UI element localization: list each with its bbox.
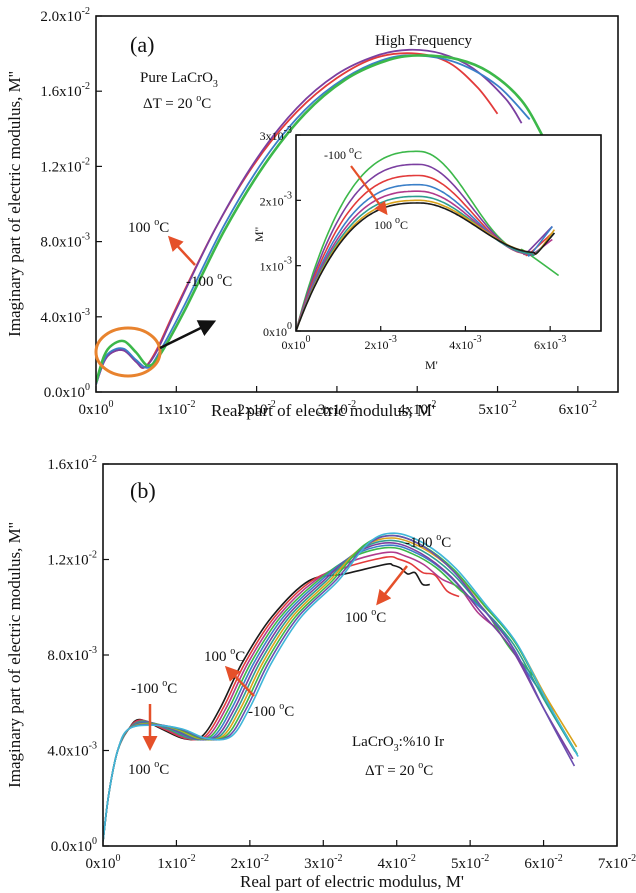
- panel-a-ticks: 0x100 1x10-2 2x10-2 3x10-2 4x10-2 5x10-2 6x10-…: [40, 6, 597, 418]
- x-tick-label: 6x10-2: [524, 853, 562, 872]
- x-tick-label: 3x10-2: [318, 399, 356, 418]
- x-tick-label: 3x10-2: [304, 853, 342, 872]
- inset-y-title: M'': [252, 227, 266, 242]
- x-tick-label: 4x10-2: [378, 853, 416, 872]
- x-tick-label: 2x10-2: [237, 399, 275, 418]
- panel-a-label: (a): [130, 32, 154, 57]
- panel-b-mid-temp-high: 100 oC: [204, 646, 245, 665]
- y-tick-label: 0.0x100: [51, 836, 97, 855]
- panel-a-series: [96, 48, 592, 385]
- panel-b-label: (b): [130, 478, 156, 503]
- inset-series-line: [296, 150, 560, 331]
- panel-b-series-line: [103, 562, 430, 842]
- panel-b-sample-label: LaCrO3:%10 Ir: [352, 734, 444, 754]
- panel-b-x-title: Real part of electric modulus, M': [240, 872, 464, 891]
- inset-pointer-arrow: [159, 320, 217, 350]
- panel-a-y-title: Imaginary part of electric modulus, M'': [5, 71, 24, 337]
- x-tick-label: 1x10-2: [157, 853, 195, 872]
- x-tick-label: 1x10-2: [157, 399, 195, 418]
- x-tick-label: 4x10-3: [449, 334, 481, 352]
- low-frequency-highlight: [94, 326, 162, 378]
- y-tick-label: 4.0x10-3: [47, 741, 97, 760]
- panel-a-sample-label: Pure LaCrO3: [140, 70, 218, 90]
- inset-temp-low: -100 oC: [324, 145, 362, 162]
- y-tick-label: 3x10-3: [260, 125, 292, 143]
- panel-b-peak-temp-high: 100 oC: [345, 607, 386, 626]
- panel-b-small-temp-low: -100 oC: [131, 678, 177, 697]
- chart-panel-b: 0x100 1x10-2 2x10-2 3x10-2 4x10-2 5x10-2 6x10-…: [5, 454, 636, 891]
- inset-x-title: M': [425, 358, 438, 372]
- panel-a-x-title: Real part of electric modulus, M': [211, 401, 435, 420]
- x-tick-label: 2x10-2: [231, 853, 269, 872]
- panel-b-series: [103, 532, 579, 842]
- inset-ticks: 0x100 2x10-3 4x10-3 6x10-3 0x100 1x10-3 2x10-3…: [260, 125, 567, 352]
- panel-a-delta-t: ΔT = 20 oC: [143, 93, 211, 112]
- x-tick-label: 0x100: [86, 853, 121, 872]
- inset-series-line: [296, 202, 556, 331]
- panel-b-delta-t: ΔT = 20 oC: [365, 760, 433, 779]
- x-tick-label: 6x10-3: [534, 334, 566, 352]
- y-tick-label: 2x10-3: [260, 190, 292, 208]
- panel-b-peak-temp-low: -100 oC: [405, 532, 451, 551]
- panel-b-peak-arrow: [376, 565, 408, 606]
- y-tick-label: 1.2x10-2: [47, 550, 97, 569]
- panel-a-series-line: [96, 48, 523, 385]
- panel-a-frame: [95, 15, 619, 393]
- panel-b-mid-arrow: [224, 665, 255, 697]
- x-tick-label: 0x100: [79, 399, 114, 418]
- x-tick-label: 5x10-2: [451, 853, 489, 872]
- y-tick-label: 1x10-3: [260, 256, 292, 274]
- y-tick-label: 1.2x10-2: [40, 156, 90, 175]
- inset-series-line: [296, 163, 553, 331]
- panel-b-frame: [102, 463, 618, 847]
- x-tick-label: 6x10-2: [559, 399, 597, 418]
- panel-a-temp-high: 100 oC: [128, 217, 169, 236]
- y-tick-label: 0x100: [263, 321, 292, 339]
- x-tick-label: 5x10-2: [478, 399, 516, 418]
- panel-a-series-line: [96, 54, 592, 383]
- panel-b-series-line: [103, 555, 460, 842]
- panel-b-y-title: Imaginary part of electric modulus, M'': [5, 522, 24, 788]
- panel-a-temp-arrow: [167, 235, 196, 266]
- panel-b-ticks: 0x100 1x10-2 2x10-2 3x10-2 4x10-2 5x10-2 6x10-…: [47, 454, 636, 872]
- x-tick-label: 2x10-3: [365, 334, 397, 352]
- panel-a-temp-low: -100 oC: [186, 271, 232, 290]
- x-tick-label: 0x100: [282, 334, 311, 352]
- y-tick-label: 1.6x10-2: [47, 454, 97, 473]
- chart-panel-a: 0x100 1x10-2 2x10-2 3x10-2 4x10-2 5x10-2 6x10-…: [5, 6, 619, 420]
- x-tick-label: 7x10-2: [598, 853, 636, 872]
- high-frequency-label: High Frequency: [375, 33, 473, 49]
- x-tick-label: 4x10-2: [398, 399, 436, 418]
- y-tick-label: 8.0x10-3: [47, 645, 97, 664]
- y-tick-label: 0.0x100: [44, 382, 90, 401]
- inset-series: [296, 150, 560, 331]
- inset-temp-arrow: [350, 165, 388, 216]
- inset-series-line: [296, 174, 553, 331]
- panel-b-small-temp-high: 100 oC: [128, 759, 169, 778]
- y-tick-label: 2.0x10-2: [40, 6, 90, 25]
- y-tick-label: 1.6x10-2: [40, 81, 90, 100]
- y-tick-label: 8.0x10-3: [40, 232, 90, 251]
- inset-temp-high: 100 oC: [374, 215, 408, 232]
- panel-b-mid-temp-low: -100 oC: [248, 701, 294, 720]
- y-tick-label: 4.0x10-3: [40, 307, 90, 326]
- panel-b-series-line: [103, 532, 579, 842]
